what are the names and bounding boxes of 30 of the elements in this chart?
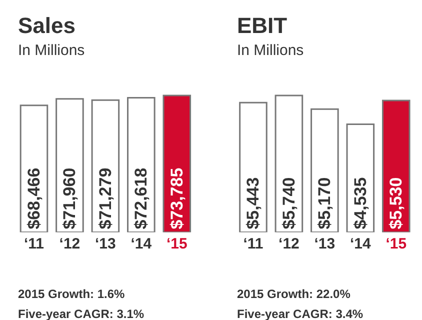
data-label: $4,535 bbox=[350, 177, 370, 230]
bar bbox=[239, 102, 268, 232]
data-label: $5,740 bbox=[279, 177, 298, 230]
data-label: $5,170 bbox=[315, 177, 334, 230]
data-label: $5,530 bbox=[386, 177, 406, 230]
chart-title: EBIT bbox=[237, 13, 288, 38]
text: 2015 Growth: 22.0% bbox=[237, 287, 351, 301]
data-label: $71,960 bbox=[60, 168, 80, 230]
x-tick-label: ‘13 bbox=[314, 235, 336, 252]
x-tick-label: ‘14 bbox=[130, 235, 152, 252]
x-tick-label: ‘15 bbox=[386, 235, 407, 252]
bar bbox=[382, 100, 410, 232]
chart-title: Sales bbox=[18, 13, 76, 38]
x-tick-label: ‘14 bbox=[350, 235, 372, 252]
data-label: $71,279 bbox=[96, 168, 115, 230]
x-tick-label: ‘13 bbox=[95, 235, 116, 252]
text: 2015 Growth: 1.6% bbox=[18, 287, 126, 301]
x-tick-label: ‘11 bbox=[24, 235, 44, 252]
data-label: $68,466 bbox=[24, 168, 44, 230]
data-label: $73,785 bbox=[167, 168, 186, 230]
chart-subtitle: In Millions bbox=[237, 42, 304, 59]
chart-subtitle: In Millions bbox=[18, 42, 85, 59]
x-tick-label: ‘15 bbox=[166, 235, 188, 252]
x-tick-label: ‘11 bbox=[243, 235, 264, 252]
bar bbox=[310, 108, 339, 232]
x-tick-label: ‘12 bbox=[59, 235, 80, 252]
bar bbox=[274, 94, 304, 232]
data-label: $72,618 bbox=[132, 168, 151, 230]
x-tick-label: ‘12 bbox=[278, 235, 300, 252]
data-label: $5,443 bbox=[244, 177, 263, 230]
